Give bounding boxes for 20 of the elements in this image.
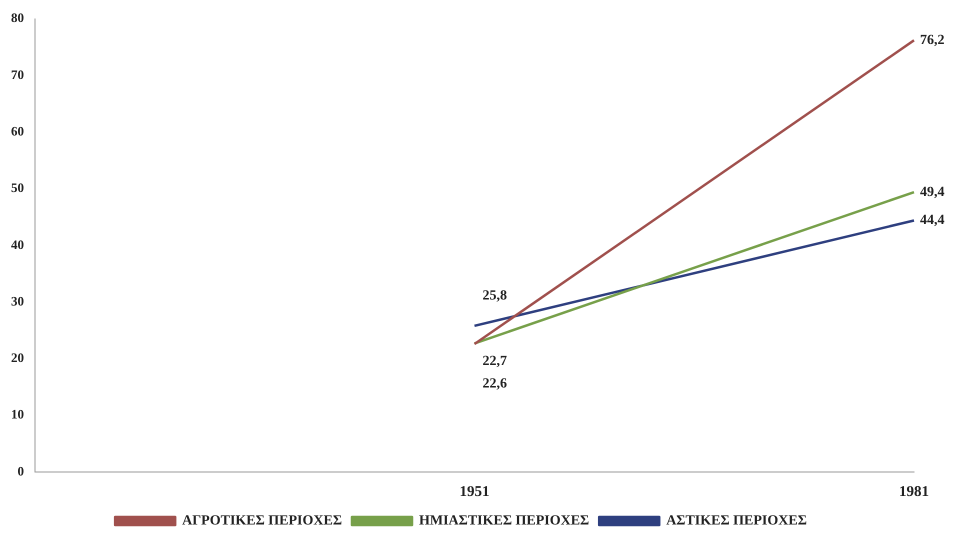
data-label: 25,8: [482, 288, 507, 304]
y-tick-label: 20: [11, 350, 24, 366]
legend-label: ΑΓΡΟΤΙΚΕΣ ΠΕΡΙΟΧΕΣ: [182, 514, 342, 529]
y-tick-label: 30: [11, 293, 24, 308]
data-label: 44,4: [920, 213, 944, 228]
x-tick-label: 1981: [899, 484, 929, 500]
legend-label: ΑΣΤΙΚΕΣ ΠΕΡΙΟΧΕΣ: [666, 514, 807, 529]
data-label: 22,6: [482, 376, 507, 392]
y-tick-label: 70: [11, 66, 24, 82]
y-tick-label: 10: [11, 406, 24, 422]
data-label: 76,2: [920, 32, 944, 48]
x-tick-label: 1951: [460, 484, 490, 500]
data-label: 49,4: [920, 184, 944, 200]
y-tick-label: 40: [11, 236, 24, 252]
legend-label: ΗΜΙΑΣΤΙΚΕΣ ΠΕΡΙΟΧΕΣ: [418, 514, 590, 529]
y-tick-label: 80: [11, 10, 24, 26]
data-label: 22,7: [482, 354, 507, 370]
y-tick-label: 0: [18, 463, 24, 478]
y-tick-label: 60: [11, 123, 24, 138]
y-tick-label: 50: [11, 180, 24, 196]
